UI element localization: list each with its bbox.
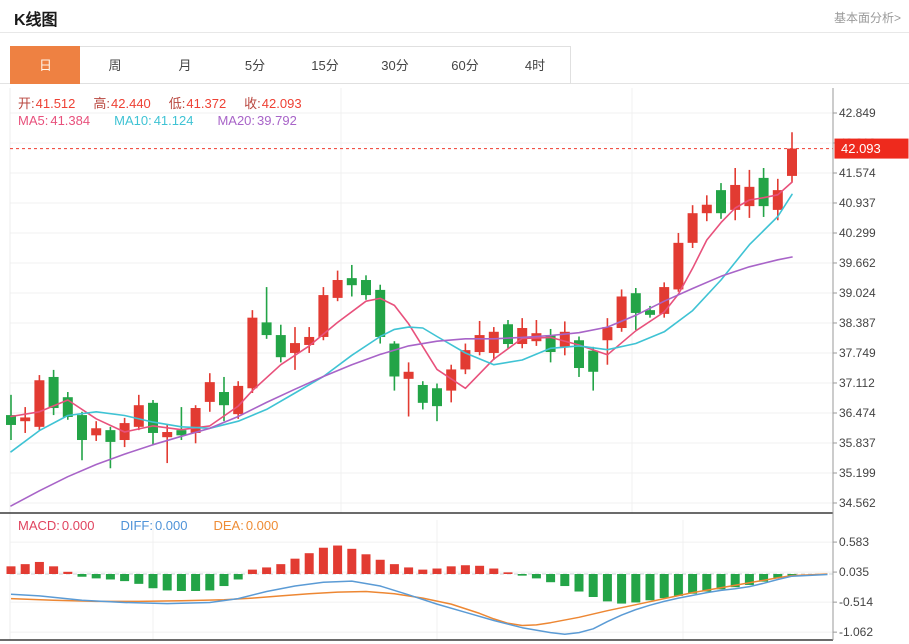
main-grid — [9, 88, 833, 640]
svg-text:35.199: 35.199 — [839, 466, 876, 480]
close-readout: 收:42.093 — [244, 96, 302, 111]
fundamental-analysis-link[interactable]: 基本面分析> — [833, 11, 901, 25]
dea-value-readout: DEA: 0.000 — [213, 518, 279, 533]
svg-text:39.024: 39.024 — [839, 286, 876, 300]
macd-bars — [6, 545, 797, 604]
header-divider — [0, 32, 909, 33]
open-readout: 开:41.512 — [18, 96, 76, 111]
ma5-readout: MA5: 41.384 — [18, 113, 91, 128]
svg-text:42.093: 42.093 — [841, 141, 881, 156]
macd-value-readout: MACD: 0.000 — [18, 518, 95, 533]
ma-readout: MA5: 41.384 MA10: 41.124 MA20: 39.792 — [18, 113, 297, 128]
svg-text:-1.062: -1.062 — [839, 625, 873, 639]
tab-日[interactable]: 日 — [10, 46, 81, 84]
diff-line — [10, 573, 828, 635]
ohlc-readout: 开:41.512 高:42.440 低:41.372 收:42.093 — [18, 93, 302, 112]
svg-text:41.574: 41.574 — [839, 166, 876, 180]
svg-text:42.849: 42.849 — [839, 106, 876, 120]
svg-text:40.937: 40.937 — [839, 196, 876, 210]
svg-text:0.583: 0.583 — [839, 535, 869, 549]
diff-value-readout: DIFF: 0.000 — [120, 518, 188, 533]
tab-月[interactable]: 月 — [150, 46, 221, 84]
low-readout: 低:41.372 — [168, 96, 227, 111]
high-readout: 高:42.440 — [93, 96, 151, 111]
period-tab-bar: 日周月 5分 15分 30分 60分 4时 — [0, 46, 909, 84]
page-title: K线图 — [14, 12, 58, 29]
dea-line — [10, 573, 828, 627]
tab-4时[interactable]: 4时 — [500, 46, 571, 84]
ma10-readout: MA10: 41.124 — [114, 113, 194, 128]
svg-text:0.035: 0.035 — [839, 565, 869, 579]
current-price-tag: 42.093 — [834, 138, 909, 159]
ma10-line — [10, 193, 793, 453]
macd-readout: MACD: 0.000 DIFF: 0.000 DEA: 0.000 — [18, 518, 278, 533]
y-axis: 42.84942.21241.57440.93740.29939.66239.0… — [832, 88, 876, 640]
svg-text:37.749: 37.749 — [839, 346, 876, 360]
ma20-line — [10, 256, 793, 507]
tab-60分[interactable]: 60分 — [430, 46, 501, 84]
svg-text:34.562: 34.562 — [839, 496, 876, 510]
svg-text:37.112: 37.112 — [839, 376, 875, 390]
svg-text:40.299: 40.299 — [839, 226, 876, 240]
svg-text:39.662: 39.662 — [839, 256, 876, 270]
candles — [6, 132, 797, 469]
svg-text:38.387: 38.387 — [839, 316, 876, 330]
svg-text:36.474: 36.474 — [839, 406, 876, 420]
tab-5分[interactable]: 5分 — [220, 46, 291, 84]
tab-30分[interactable]: 30分 — [360, 46, 431, 84]
ma5-line — [10, 181, 793, 433]
svg-text:-0.514: -0.514 — [839, 595, 873, 609]
ma20-readout: MA20: 39.792 — [217, 113, 297, 128]
svg-text:35.837: 35.837 — [839, 436, 876, 450]
